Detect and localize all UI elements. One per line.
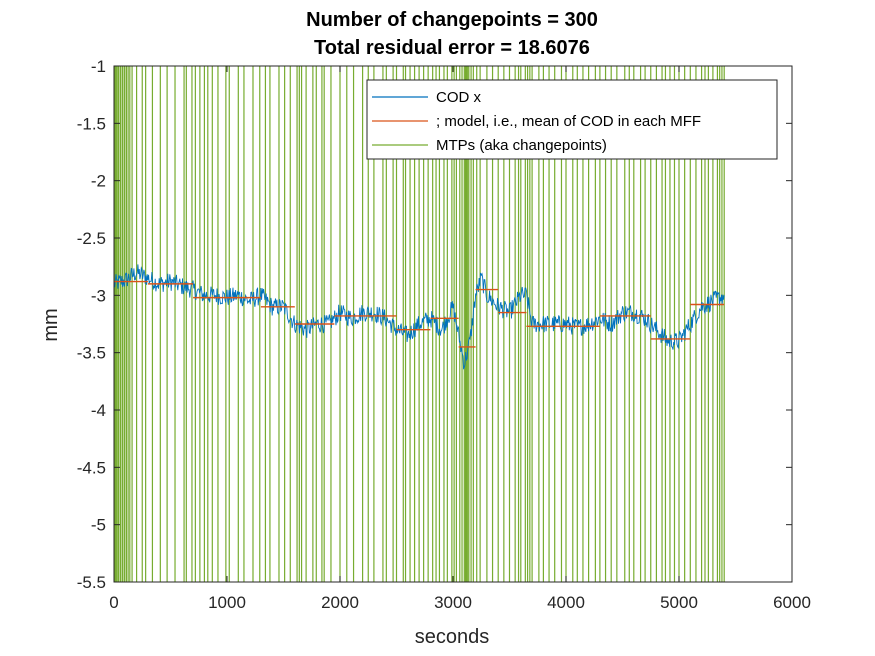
y-tick-label: -2 <box>91 172 106 191</box>
x-tick-label: 0 <box>109 593 118 612</box>
x-tick-label: 4000 <box>547 593 585 612</box>
y-tick-label: -4.5 <box>77 458 106 477</box>
axes: 0 1000 2000 3000 4000 5000 6000 -1 -1.5 -2 -2.5 -3 -… <box>77 57 811 612</box>
x-axis-label: seconds <box>415 626 490 648</box>
x-tick-label: 1000 <box>208 593 246 612</box>
x-tick-label: 2000 <box>321 593 359 612</box>
cod-x-line <box>114 264 725 370</box>
y-tick-label: -1 <box>91 57 106 76</box>
y-tick-label: -5.5 <box>77 573 106 592</box>
y-tick-label: -4 <box>91 401 106 420</box>
legend-label-cod: COD x <box>436 89 482 106</box>
y-tick-label: -2.5 <box>77 229 106 248</box>
x-tick-label: 3000 <box>434 593 472 612</box>
y-tick-label: -3.5 <box>77 344 106 363</box>
y-tick-label: -1.5 <box>77 114 106 133</box>
y-tick-label: -3 <box>91 286 106 305</box>
y-axis-label: mm <box>40 308 62 341</box>
x-tick-label: 5000 <box>660 593 698 612</box>
legend-box <box>366 79 778 160</box>
legend: COD x ; model, i.e., mean of COD in each… <box>366 79 778 160</box>
chart-title-line-2: Total residual error = 18.6076 <box>314 37 590 59</box>
y-tick-label: -5 <box>91 516 106 535</box>
x-tick-label: 6000 <box>773 593 811 612</box>
legend-label-mtp: MTPs (aka changepoints) <box>436 137 607 154</box>
legend-label-model: ; model, i.e., mean of COD in each MFF <box>436 113 701 130</box>
chart-title-line-1: Number of changepoints = 300 <box>306 9 598 31</box>
